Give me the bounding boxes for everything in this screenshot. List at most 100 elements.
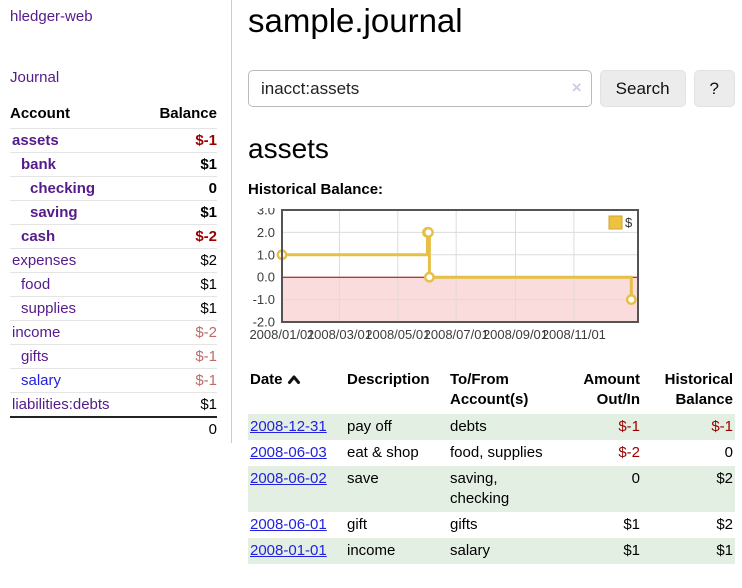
account-row: saving $1: [10, 200, 217, 225]
account-row: cash $-2: [10, 224, 217, 249]
account-row: salary $-1: [10, 368, 217, 393]
transaction-accounts: debts: [450, 418, 487, 435]
transaction-description: save: [347, 470, 379, 487]
search-button[interactable]: Search: [599, 70, 686, 107]
accounts-total-row: 0: [10, 416, 217, 441]
x-tick-label: 2008/11/01: [542, 327, 606, 342]
x-tick-label: 2008/09/01: [483, 327, 548, 342]
search-form: × Search ?: [248, 70, 735, 107]
transaction-row: 2008-12-31 pay off debts $-1 $-1: [248, 414, 735, 440]
register-header-date[interactable]: Date: [248, 368, 345, 414]
account-link-cash[interactable]: cash: [21, 228, 56, 245]
app-title-link[interactable]: hledger-web: [10, 8, 93, 25]
data-point-marker: [625, 294, 637, 306]
transaction-amount: $-1: [618, 418, 640, 435]
chart-label: Historical Balance:: [248, 181, 384, 198]
sidebar: hledger-web Journal Account Balance asse…: [0, 0, 232, 443]
sidebar-item-journal[interactable]: Journal: [10, 69, 60, 86]
x-tick-label: 2008/05/01: [365, 327, 430, 342]
transaction-amount: $1: [623, 516, 640, 533]
y-tick-label: 3.0: [257, 208, 275, 218]
transaction-accounts: salary: [450, 542, 491, 559]
chart-svg: $3.0 2.0 1.0 0.0 -1.0 -2.02008/01/012008/03/0…: [249, 203, 639, 342]
sort-ascending-icon: [287, 375, 300, 384]
account-balance: $-2: [141, 224, 217, 249]
account-balance: $2: [141, 248, 217, 273]
account-row: liabilities:debts $1: [10, 392, 217, 417]
transaction-row: 2008-06-02 save saving, checking 0 $2: [248, 466, 735, 512]
transaction-row: 2008-01-01 income salary $1 $1: [248, 538, 735, 564]
register-table: Date Description To/From Account(s) Amou…: [248, 368, 735, 564]
account-balance: $-1: [141, 128, 217, 153]
account-row: gifts $-1: [10, 344, 217, 369]
transaction-date-link[interactable]: 2008-01-01: [250, 542, 327, 559]
search-box: ×: [248, 70, 592, 107]
accounts-header-balance: Balance: [159, 105, 217, 122]
legend-label: $: [625, 215, 633, 230]
account-balance: $1: [141, 152, 217, 177]
transaction-description: eat & shop: [347, 444, 419, 461]
transaction-date-link[interactable]: 2008-06-03: [250, 444, 327, 461]
account-balance: $1: [141, 200, 217, 225]
transaction-balance: $2: [716, 470, 733, 487]
account-balance: $1: [141, 392, 217, 417]
account-link-assets[interactable]: assets: [12, 132, 59, 149]
accounts-total-value: 0: [141, 416, 217, 441]
accounts-header-account: Account: [10, 105, 70, 122]
account-row: expenses $2: [10, 248, 217, 273]
account-row: bank $1: [10, 152, 217, 177]
register-header-balance: Historical Balance: [664, 371, 733, 408]
account-link-bank[interactable]: bank: [21, 156, 57, 173]
help-button[interactable]: ?: [693, 70, 735, 107]
account-link-checking[interactable]: checking: [30, 180, 96, 197]
account-balance: $-1: [141, 368, 217, 393]
transaction-row: 2008-06-01 gift gifts $1 $2: [248, 512, 735, 538]
plot-border: [281, 209, 639, 323]
account-link-income[interactable]: income: [12, 324, 61, 341]
register-header-amount: Amount Out/In: [583, 371, 640, 408]
account-balance: $1: [141, 272, 217, 297]
transaction-amount: $1: [623, 542, 640, 559]
y-tick-label: 1.0: [257, 247, 275, 262]
search-input[interactable]: [248, 70, 592, 107]
x-tick-label: 2008/03/01: [307, 327, 372, 342]
account-balance: $-2: [141, 320, 217, 345]
transaction-description: gift: [347, 516, 368, 533]
clear-search-icon[interactable]: ×: [571, 78, 582, 97]
data-point-marker: [423, 227, 434, 238]
transaction-balance: $2: [716, 516, 733, 533]
legend-swatch: [608, 215, 623, 230]
account-balance: $1: [141, 296, 217, 321]
transaction-date-link[interactable]: 2008-06-01: [250, 516, 327, 533]
account-balance: 0: [141, 176, 217, 201]
account-link-gifts[interactable]: gifts: [21, 348, 49, 365]
x-tick-label: 2008/07/01: [424, 327, 489, 342]
transaction-date-link[interactable]: 2008-06-02: [250, 470, 327, 487]
account-link-liabilities-debts[interactable]: liabilities:debts: [12, 396, 110, 413]
account-row: checking 0: [10, 176, 217, 201]
account-balance: $-1: [141, 344, 217, 369]
account-row: income $-2: [10, 320, 217, 345]
y-tick-label: 2.0: [257, 225, 275, 240]
transaction-accounts: saving, checking: [450, 470, 510, 507]
account-link-food[interactable]: food: [21, 276, 51, 293]
y-tick-label: -2.0: [253, 315, 275, 330]
transaction-accounts: food, supplies: [450, 444, 543, 461]
account-link-supplies[interactable]: supplies: [21, 300, 77, 317]
account-row: supplies $1: [10, 296, 217, 321]
transaction-amount: 0: [631, 470, 640, 487]
accounts-table: Account Balance assets $-1 bank $1 checking 0…: [10, 102, 217, 441]
transaction-description: income: [347, 542, 396, 559]
historical-balance-chart: $3.0 2.0 1.0 0.0 -1.0 -2.0 2008/01/01 2008/03/0…: [248, 203, 735, 352]
account-link-expenses[interactable]: expenses: [12, 252, 77, 269]
register-header-date-label: Date: [250, 371, 283, 388]
register-header-description: Description: [347, 371, 430, 388]
transaction-date-link[interactable]: 2008-12-31: [250, 418, 327, 435]
account-link-saving[interactable]: saving: [30, 204, 78, 221]
account-link-salary[interactable]: salary: [21, 372, 62, 389]
accounts-total-spacer: [10, 416, 142, 441]
accounts-header-row: Account Balance: [10, 102, 217, 129]
y-tick-label: 0.0: [257, 270, 275, 285]
transaction-description: pay off: [347, 418, 392, 435]
